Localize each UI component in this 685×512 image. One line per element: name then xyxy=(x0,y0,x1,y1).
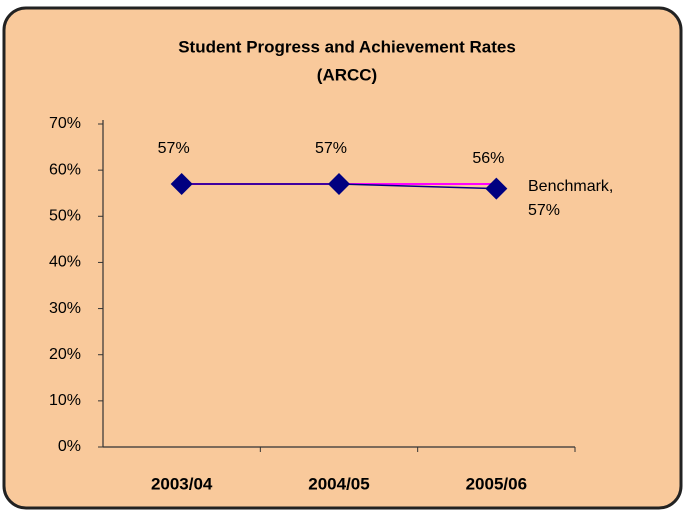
data-point xyxy=(485,177,508,200)
y-tick-label: 70% xyxy=(49,115,81,132)
data-label: 56% xyxy=(472,150,504,167)
annotation: 57% xyxy=(528,202,560,219)
x-tick-label: 2003/04 xyxy=(151,474,213,493)
y-tick-label: 30% xyxy=(49,300,81,317)
chart-title: Student Progress and Achievement Rates xyxy=(178,37,516,56)
y-tick-label: 0% xyxy=(58,438,81,455)
y-tick-label: 40% xyxy=(49,254,81,271)
chart-title: (ARCC) xyxy=(317,65,377,84)
chart-area xyxy=(2,6,683,510)
x-tick-label: 2005/06 xyxy=(466,474,527,493)
y-tick-label: 50% xyxy=(49,208,81,225)
data-point xyxy=(170,172,193,195)
data-label: 57% xyxy=(158,140,190,157)
y-tick-label: 60% xyxy=(49,161,81,178)
data-point xyxy=(328,172,350,195)
annotation: Benchmark, xyxy=(528,178,613,195)
data-label: 57% xyxy=(315,140,347,157)
x-tick-label: 2004/05 xyxy=(308,474,369,493)
y-tick-label: 20% xyxy=(49,346,81,363)
y-tick-label: 10% xyxy=(49,392,81,409)
